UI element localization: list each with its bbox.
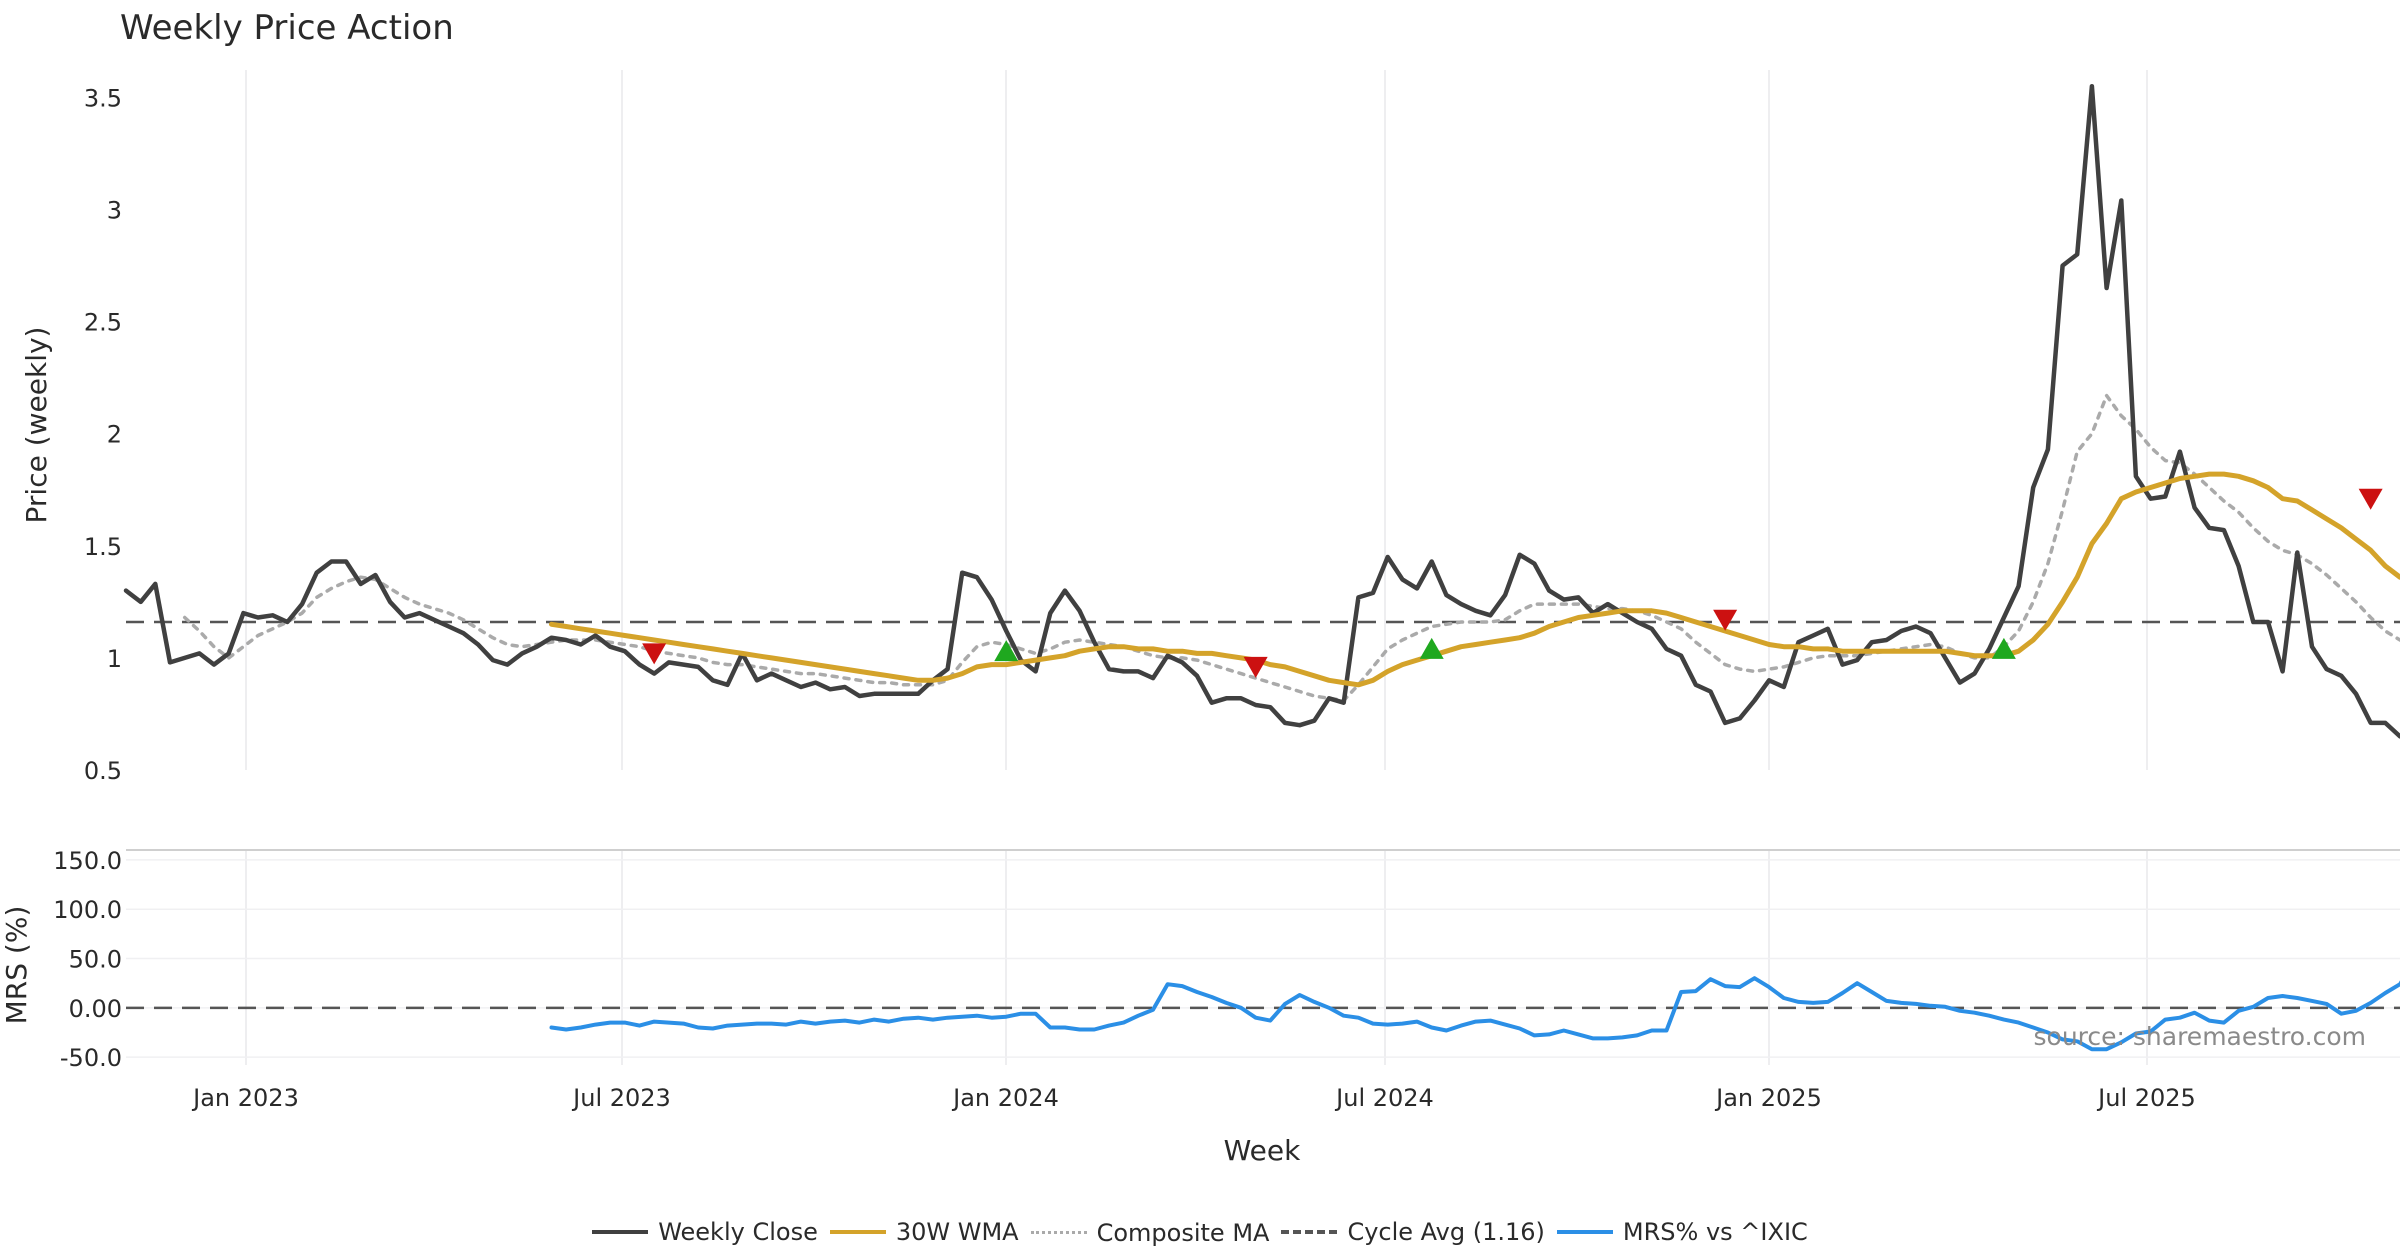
price-tick-label: 0.5 bbox=[84, 757, 122, 785]
legend-item[interactable]: Composite MA bbox=[1030, 1218, 1270, 1247]
legend-swatch bbox=[829, 1230, 886, 1234]
wma-30w-line bbox=[549, 471, 2400, 688]
mrs-y-ticks: -50.0 0.00 50.0 100.0 150.0 bbox=[53, 847, 122, 1072]
legend-item[interactable]: MRS% vs ^IXIC bbox=[1556, 1218, 1808, 1246]
price-tick-label: 3.5 bbox=[84, 84, 122, 112]
x-tick-label: Jul 2023 bbox=[571, 1084, 671, 1112]
mrs-line bbox=[549, 976, 2400, 1052]
weekly-close-line bbox=[123, 83, 2400, 739]
legend-swatch bbox=[1281, 1230, 1338, 1234]
x-tick-label: Jan 2024 bbox=[951, 1084, 1059, 1112]
price-tick-label: 3 bbox=[107, 197, 122, 225]
x-tick-label: Jan 2023 bbox=[191, 1084, 299, 1112]
legend-label: Weekly Close bbox=[658, 1218, 818, 1246]
mrs-axis-label: MRS (%) bbox=[0, 906, 33, 1025]
x-axis-label: Week bbox=[1224, 1134, 1301, 1167]
sell-signal-marker bbox=[2358, 488, 2383, 510]
price-tick-label: 1.5 bbox=[84, 533, 122, 561]
buy-signal-marker bbox=[1419, 637, 1444, 659]
x-ticks: Jan 2023 Jul 2023 Jan 2024 Jul 2024 Jan 2025… bbox=[191, 1084, 2196, 1112]
legend-label: Composite MA bbox=[1096, 1218, 1270, 1247]
price-axis-label: Price (weekly) bbox=[20, 327, 53, 524]
buy-signal-marker bbox=[1991, 637, 2016, 659]
sell-signal-marker bbox=[642, 643, 667, 665]
grid-layer bbox=[126, 70, 2400, 1065]
legend-label: MRS% vs ^IXIC bbox=[1622, 1218, 1808, 1246]
legend-swatch bbox=[1556, 1230, 1613, 1234]
series-layer bbox=[123, 83, 2400, 1052]
buy-signal-marker bbox=[994, 640, 1019, 662]
legend-label: 30W WMA bbox=[895, 1218, 1019, 1246]
price-chart: 0.511.522.533.5 -50.00.0050.0100.0150.0 … bbox=[0, 70, 2400, 1167]
legend: Weekly Close 30W WMA Composite MA Cycle Avg… bbox=[0, 1212, 2400, 1247]
mrs-tick-label: 100.0 bbox=[53, 896, 122, 924]
x-tick-label: Jul 2024 bbox=[1334, 1084, 1434, 1112]
sell-signal-marker bbox=[1713, 609, 1738, 631]
legend-item[interactable]: Cycle Avg (1.16) bbox=[1281, 1218, 1545, 1246]
mrs-tick-label: 50.0 bbox=[69, 946, 122, 974]
legend-item[interactable]: Weekly Close bbox=[592, 1218, 818, 1246]
legend-swatch bbox=[592, 1230, 649, 1234]
legend-label: Cycle Avg (1.16) bbox=[1347, 1218, 1545, 1246]
mrs-tick-label: -50.0 bbox=[60, 1044, 122, 1072]
price-y-ticks: 0.5 1 1.5 2 2.5 3 3.5 bbox=[84, 84, 122, 785]
price-tick-label: 1 bbox=[107, 645, 122, 673]
chart-title: Weekly Price Action bbox=[120, 8, 454, 48]
composite-ma-line bbox=[182, 393, 2400, 703]
legend-item[interactable]: 30W WMA bbox=[829, 1218, 1019, 1246]
mrs-tick-label: 0.00 bbox=[69, 995, 122, 1023]
legend-swatch bbox=[1030, 1231, 1087, 1234]
sell-signal-marker bbox=[1243, 656, 1268, 678]
x-tick-label: Jan 2025 bbox=[1714, 1084, 1822, 1112]
price-tick-label: 2.5 bbox=[84, 309, 122, 337]
signal-markers bbox=[642, 488, 2383, 678]
x-tick-label: Jul 2025 bbox=[2096, 1084, 2196, 1112]
mrs-tick-label: 150.0 bbox=[53, 847, 122, 875]
source-note: source: sharemaestro.com bbox=[2034, 1022, 2367, 1051]
price-tick-label: 2 bbox=[107, 421, 122, 449]
